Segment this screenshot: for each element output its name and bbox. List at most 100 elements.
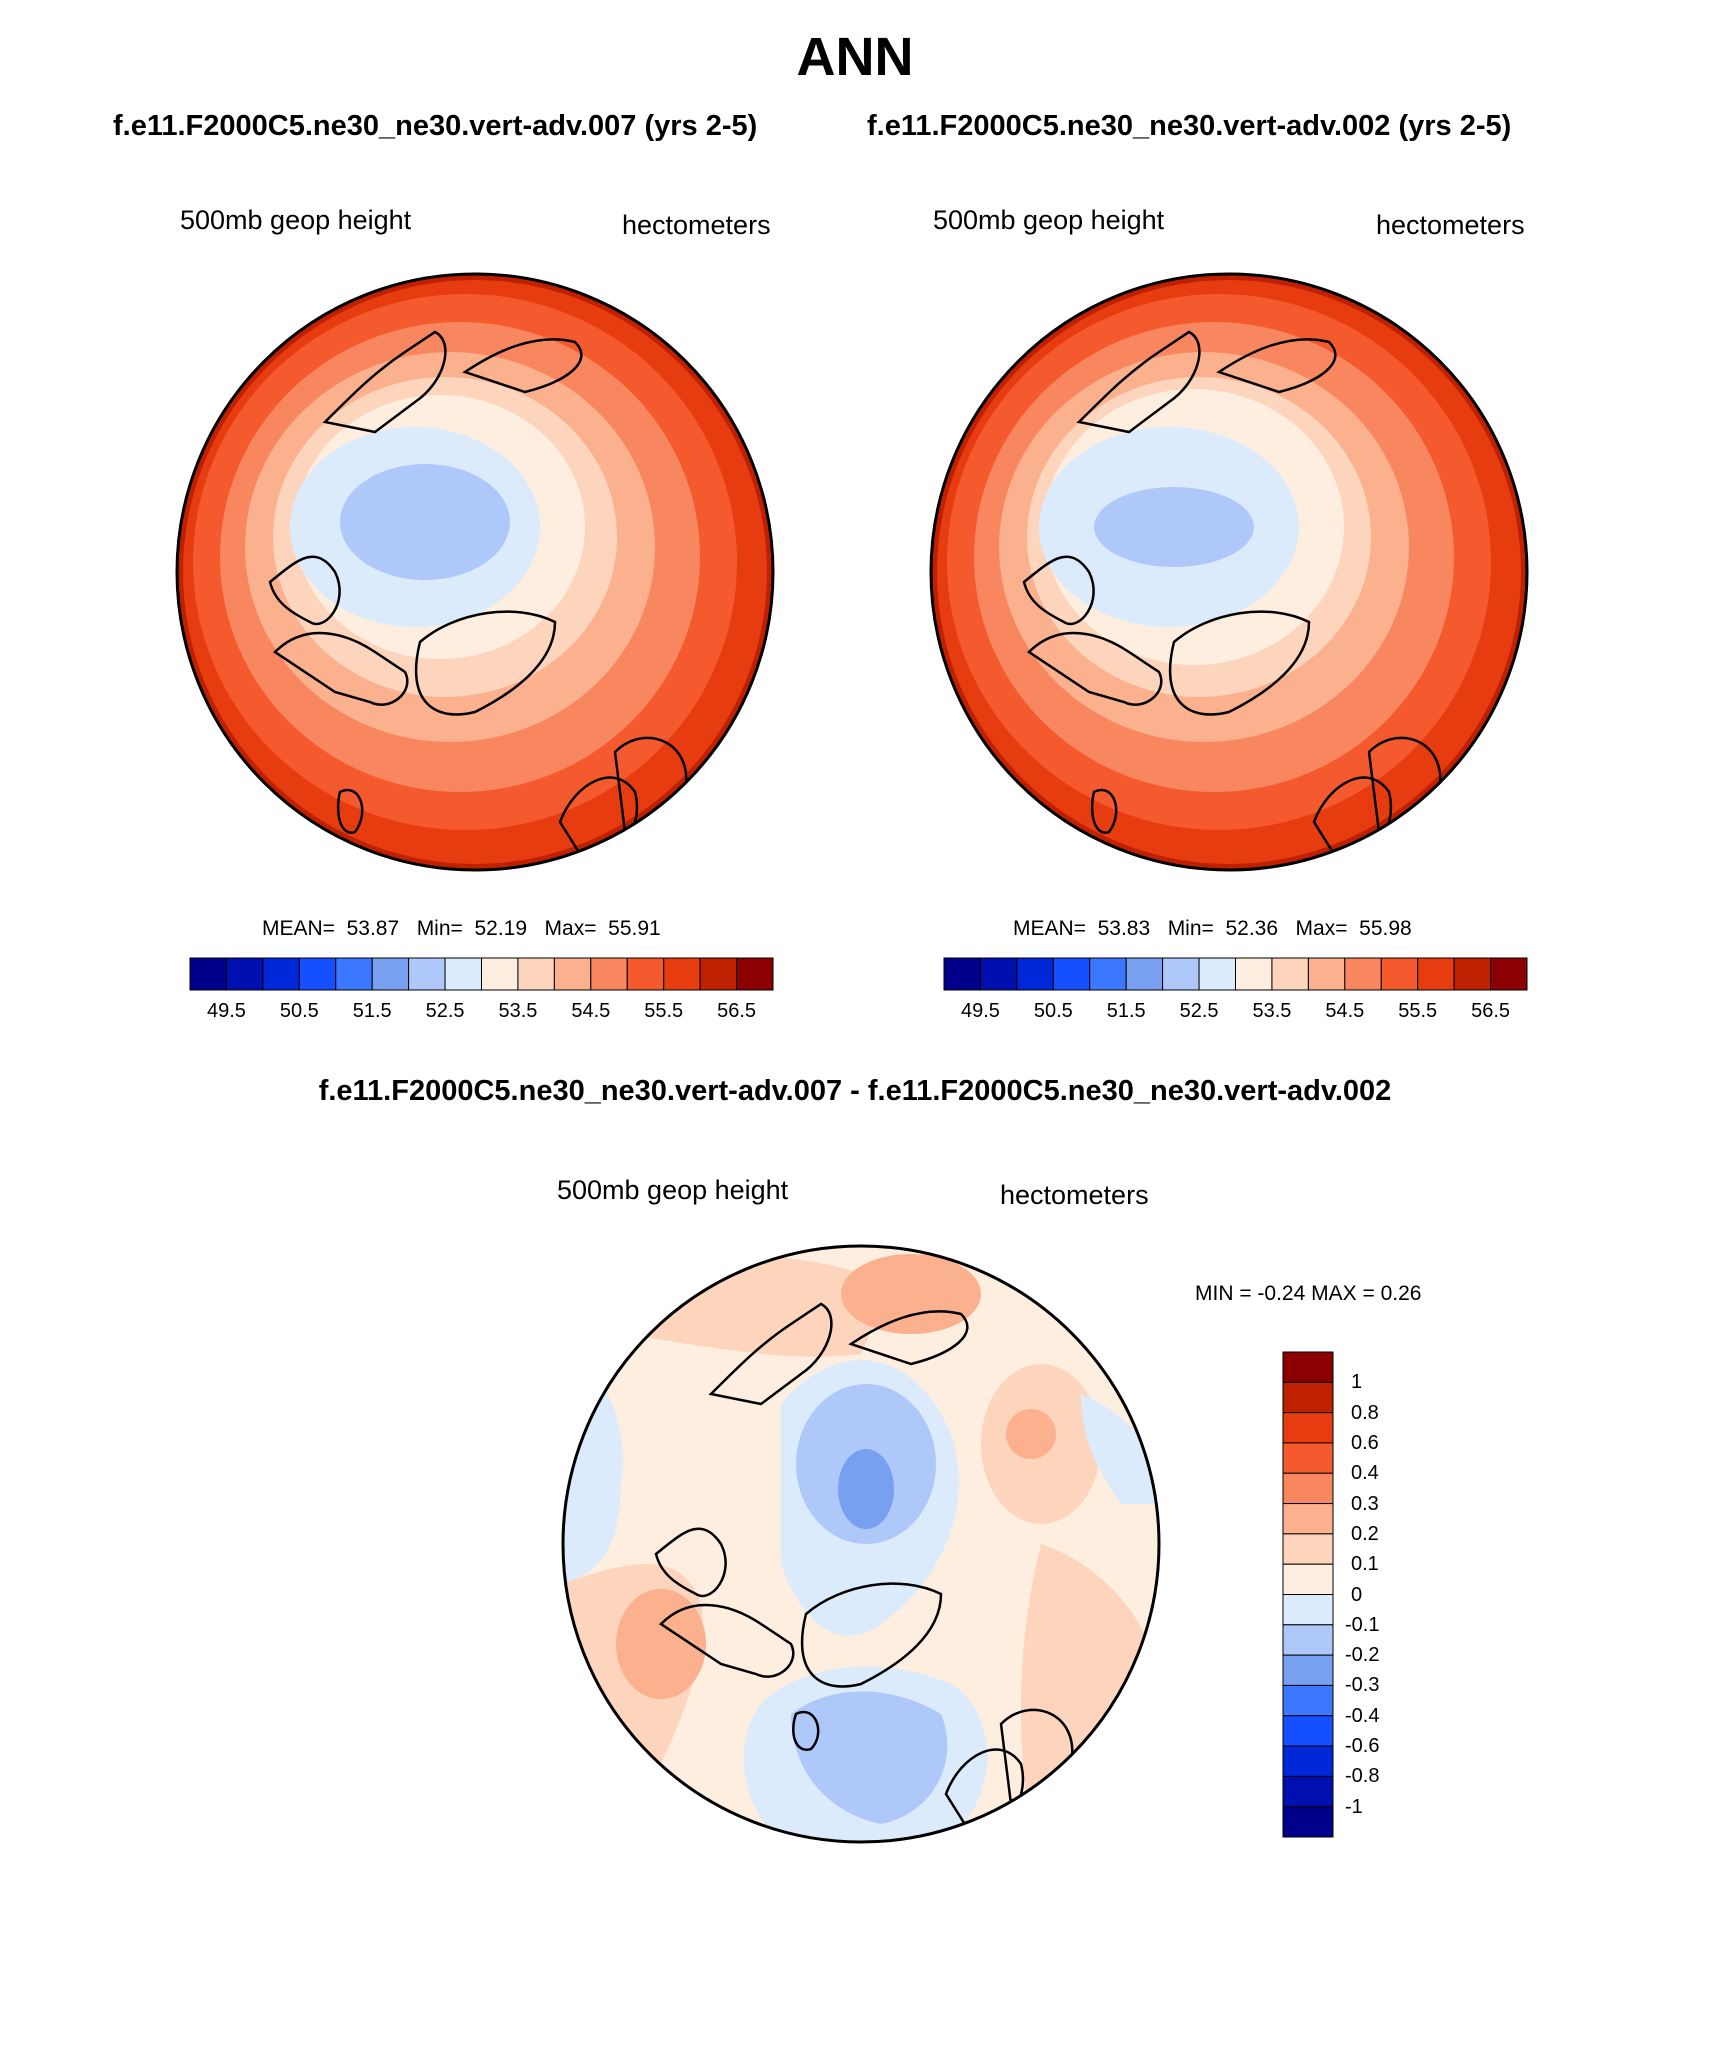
panel-2-colorbar-ticks: 49.5 50.5 51.5 52.5 53.5 54.5 55.5 56.5 <box>944 1000 1527 1026</box>
panel-1-colorbar-swatch <box>553 957 592 991</box>
difference-colorbar-swatch <box>1282 1745 1334 1777</box>
panel-2-colorbar-tick-label: 49.5 <box>960 1000 1000 1022</box>
panel-1-colorbar-tick-label: 50.5 <box>279 1000 319 1022</box>
panel-2-variable-label: 500mb geop height <box>933 205 1165 235</box>
difference-colorbar-tick-label: 0.4 <box>1351 1462 1379 1485</box>
panel-2-mean-label: MEAN= <box>1013 917 1086 940</box>
panel-2-colorbar-swatches <box>943 957 1528 991</box>
difference-colorbar-swatch <box>1282 1442 1334 1474</box>
panel-1-units-label: hectometers <box>622 210 771 240</box>
panel-2-colorbar-swatch <box>1162 957 1200 991</box>
panel-1-colorbar-swatch <box>663 957 701 991</box>
difference-colorbar-swatch <box>1282 1684 1334 1717</box>
panel-1-colorbar-tick-label: 51.5 <box>352 1000 392 1022</box>
panel-1-colorbar-tick-label: 52.5 <box>425 1000 465 1022</box>
panel-1-colorbar-swatch <box>736 957 774 991</box>
panel-1-colorbar-swatch <box>699 957 738 991</box>
panel-2-colorbar-swatch <box>1016 957 1054 991</box>
difference-colorbar <box>1282 1351 1334 1838</box>
panel-2-colorbar-swatch <box>1307 957 1346 991</box>
panel-2-colorbar-tick-label: 56.5 <box>1471 1000 1511 1022</box>
difference-colorbar-swatch <box>1282 1412 1334 1444</box>
difference-colorbar-tick-label: -0.6 <box>1345 1735 1380 1758</box>
difference-colorbar-tick-label: 0.6 <box>1351 1431 1379 1454</box>
difference-colorbar-swatch <box>1282 1806 1334 1838</box>
panel-1-case-title: f.e11.F2000C5.ne30_ne30.vert-adv.007 (yr… <box>113 110 758 142</box>
panel-1-variable-label: 500mb geop height <box>180 205 412 235</box>
difference-colorbar-tick-label: -0.3 <box>1345 1674 1380 1697</box>
difference-colorbar-tick-label: 1 <box>1351 1371 1363 1394</box>
panel-2-colorbar-swatch <box>1271 957 1309 991</box>
difference-minmax: MIN = -0.24 MAX = 0.26 <box>1195 1282 1422 1305</box>
difference-colorbar-swatch <box>1282 1775 1334 1808</box>
panel-1-colorbar-ticks: 49.5 50.5 51.5 52.5 53.5 54.5 55.5 56.5 <box>190 1000 773 1026</box>
difference-colorbar-swatch <box>1282 1533 1334 1565</box>
difference-colorbar-tick-label: 0.2 <box>1351 1522 1379 1545</box>
panel-2-colorbar-tick-label: 54.5 <box>1325 1000 1365 1022</box>
difference-colorbar-swatch <box>1282 1624 1334 1656</box>
panel-2-polar-map <box>929 272 1529 872</box>
difference-colorbar-swatch <box>1282 1472 1334 1505</box>
panel-2-colorbar-swatch <box>1089 957 1127 991</box>
panel-2-min-label: Min= <box>1167 917 1214 940</box>
panel-2-mean-value: 53.83 <box>1097 917 1151 940</box>
difference-colorbar-swatch <box>1282 1381 1334 1414</box>
panel-1-colorbar-swatch <box>481 957 519 991</box>
panel-1-min-value: 52.19 <box>474 917 528 940</box>
panel-2-colorbar <box>943 957 1528 991</box>
panel-2-colorbar-tick-label: 55.5 <box>1398 1000 1438 1022</box>
panel-1-polar-map <box>175 272 775 872</box>
panel-2-colorbar-tick-label: 52.5 <box>1179 1000 1219 1022</box>
panel-1-colorbar-swatch <box>408 957 446 991</box>
panel-2-colorbar-swatch <box>1490 957 1528 991</box>
panel-2-colorbar-tick-label: 51.5 <box>1106 1000 1146 1022</box>
panel-2-max-label: Max= <box>1295 917 1348 940</box>
difference-units-label: hectometers <box>1000 1180 1149 1210</box>
panel-2-colorbar-swatch <box>1417 957 1455 991</box>
panel-1-colorbar-swatches <box>189 957 774 991</box>
difference-colorbar-tick-label: -0.8 <box>1345 1765 1380 1788</box>
panel-2-colorbar-swatch <box>1235 957 1273 991</box>
panel-1-colorbar-swatch <box>298 957 337 991</box>
panel-2-colorbar-swatch <box>1198 957 1236 991</box>
difference-colorbar-tick-label: 0.3 <box>1351 1492 1379 1515</box>
difference-colorbar-tick-label: 0.8 <box>1351 1401 1379 1424</box>
panel-2-colorbar-tick-label: 50.5 <box>1033 1000 1073 1022</box>
panel-1-colorbar <box>189 957 774 991</box>
panel-1-colorbar-tick-label: 53.5 <box>498 1000 538 1022</box>
panel-2-colorbar-swatch <box>979 957 1018 991</box>
panel-2-colorbar-swatch <box>1380 957 1419 991</box>
difference-colorbar-tick-label: 0.1 <box>1351 1553 1379 1576</box>
main-title: ANN <box>796 27 914 87</box>
panel-2-units-label: hectometers <box>1376 210 1525 240</box>
panel-1-mean-value: 53.87 <box>346 917 400 940</box>
panel-2-colorbar-swatch <box>943 957 981 991</box>
panel-1-colorbar-swatch <box>444 957 482 991</box>
difference-colorbar-tick-label: 0 <box>1351 1583 1363 1606</box>
panel-2-colorbar-swatch <box>1344 957 1382 991</box>
panel-2-min-value: 52.36 <box>1225 917 1279 940</box>
panel-1-colorbar-tick-label: 54.5 <box>571 1000 611 1022</box>
difference-colorbar-swatch <box>1282 1503 1334 1535</box>
difference-colorbar-tick-label: -0.4 <box>1345 1704 1380 1727</box>
difference-colorbar-swatch <box>1282 1351 1334 1383</box>
panel-1-min-label: Min= <box>416 917 463 940</box>
panel-1-colorbar-swatch <box>626 957 665 991</box>
panel-1-max-value: 55.91 <box>608 917 661 940</box>
panel-1-colorbar-tick-label: 49.5 <box>206 1000 246 1022</box>
panel-1-colorbar-swatch <box>371 957 410 991</box>
difference-colorbar-tick-label: -0.2 <box>1345 1644 1380 1667</box>
difference-colorbar-swatches <box>1282 1351 1334 1838</box>
panel-1-colorbar-swatch <box>590 957 628 991</box>
difference-variable-label: 500mb geop height <box>557 1175 789 1205</box>
panel-1-colorbar-swatch <box>262 957 300 991</box>
panel-2-stats: MEAN= 53.83 Min= 52.36 Max= 55.98 <box>1013 917 1412 941</box>
panel-1-colorbar-tick-label: 55.5 <box>644 1000 684 1022</box>
panel-1-max-label: Max= <box>544 917 597 940</box>
difference-polar-map <box>561 1244 1161 1844</box>
panel-1-mean-label: MEAN= <box>262 917 335 940</box>
difference-colorbar-ticks: 1 0.8 0.6 0.4 0.3 0.2 0.1 0 -0.1 -0.2 -0.3 -0.4 -0.6… <box>1345 1352 1435 1837</box>
difference-colorbar-swatch <box>1282 1563 1334 1595</box>
panel-1-colorbar-swatch <box>335 957 373 991</box>
panel-1-stats: MEAN= 53.87 Min= 52.19 Max= 55.91 <box>262 917 661 941</box>
